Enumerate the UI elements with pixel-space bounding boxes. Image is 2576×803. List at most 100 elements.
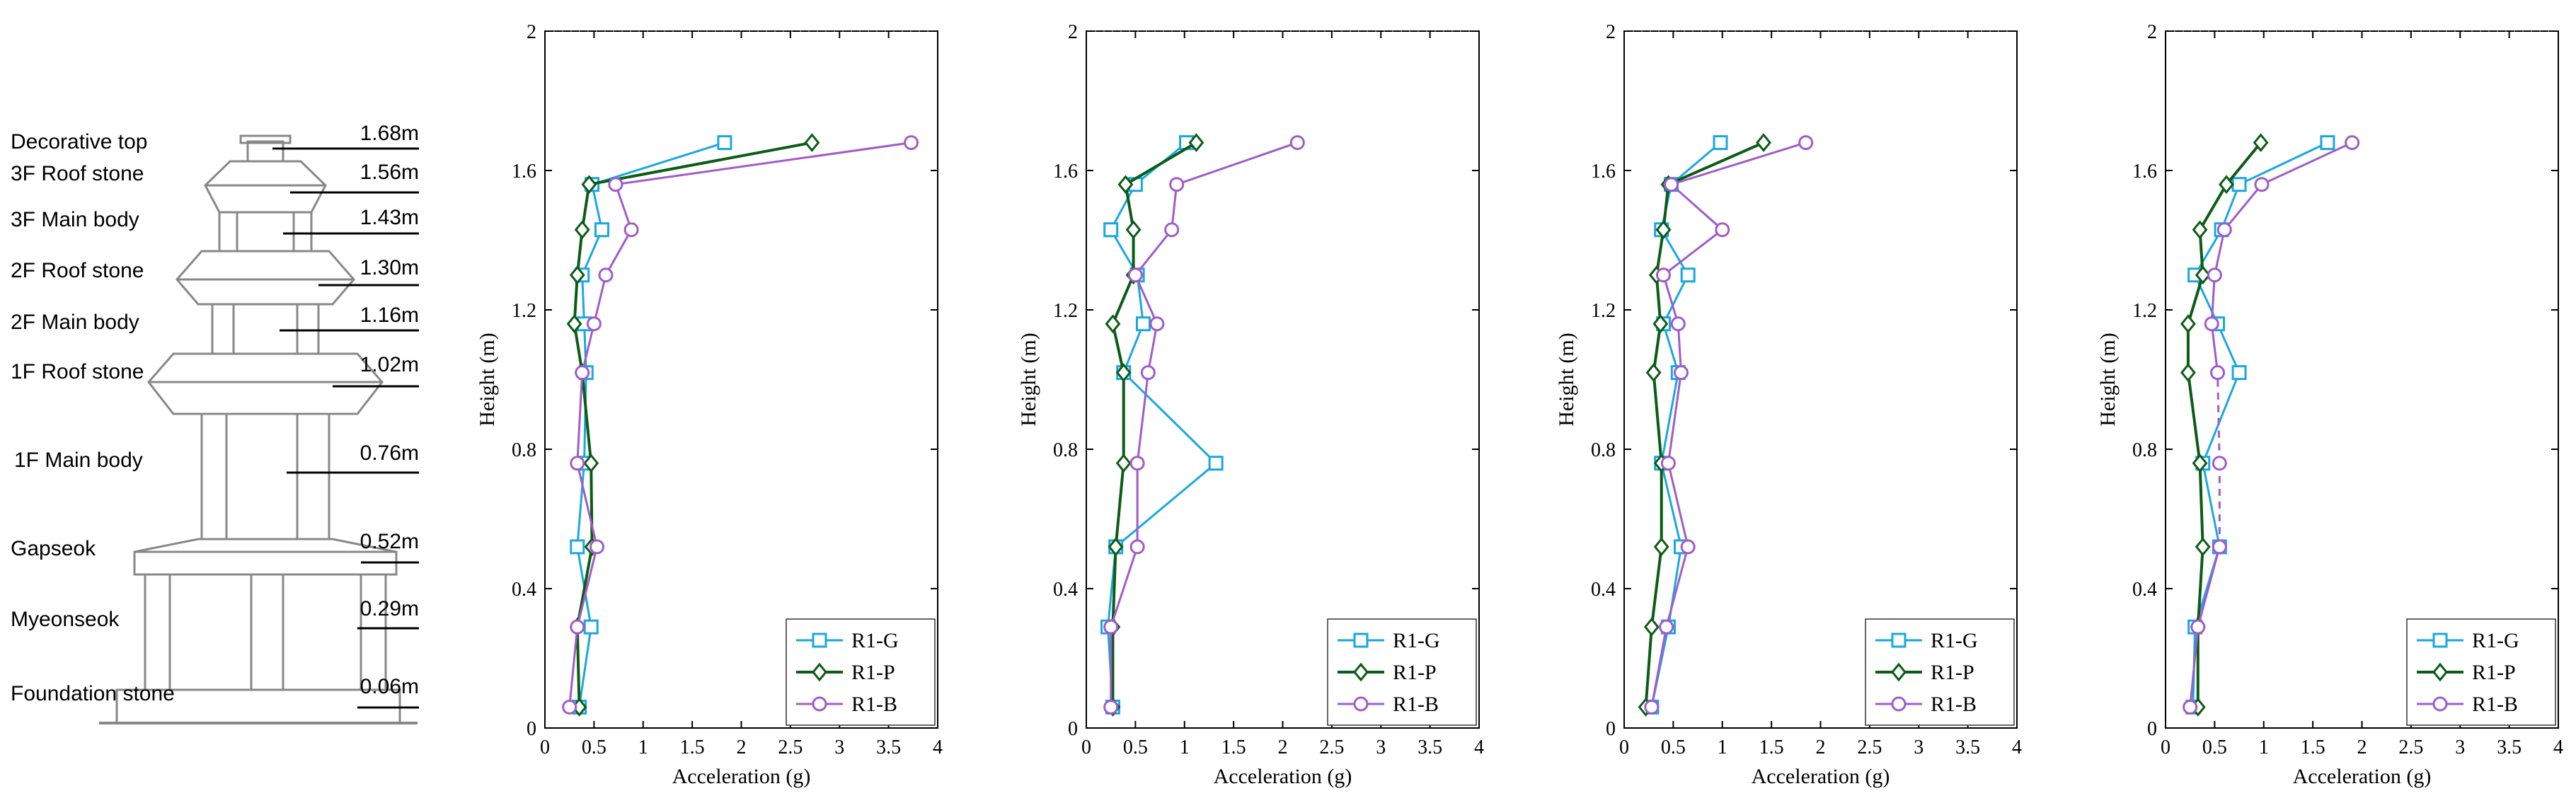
data-point (2253, 133, 2269, 152)
tower-component-label: Foundation stone (11, 682, 175, 705)
x-tick-label: 1 (1180, 736, 1190, 758)
legend-label: R1-B (1931, 693, 1977, 716)
data-point (1660, 456, 1676, 471)
gapseok-top-shape (134, 538, 397, 553)
series-line (1110, 141, 1298, 707)
legend: R1-G R1-P R1-B (786, 618, 936, 726)
data-point (2254, 177, 2270, 192)
legend: R1-G R1-P R1-B (2406, 618, 2556, 726)
y-tick-label: 1.6 (512, 161, 536, 183)
x-tick-label: 2 (2357, 736, 2367, 758)
1f-roof-stone-shape (147, 352, 384, 415)
x-tick-label: 2.5 (1857, 736, 1882, 758)
tower-component-label: 1F Main body (14, 449, 143, 472)
x-tick-label: 1 (1718, 736, 1727, 758)
data-point (1115, 454, 1132, 473)
tower-component-label: 1F Roof stone (11, 360, 144, 383)
y-axis-title: Height (m) (1017, 333, 1040, 426)
data-point (1108, 537, 1124, 557)
y-axis-title: Height (m) (476, 333, 499, 426)
legend: R1-G R1-P R1-B (1865, 618, 2015, 726)
data-point (1140, 365, 1156, 381)
y-tick-label: 0.8 (1053, 439, 1078, 461)
gapseok-shape (133, 550, 398, 576)
y-tick-label: 0.4 (512, 579, 536, 601)
x-axis-title: Acceleration (g) (1214, 765, 1352, 788)
x-tick-label: 1 (638, 736, 648, 758)
series-r1-p (1638, 133, 1771, 717)
data-point (1117, 175, 1134, 195)
x-tick-label: 2 (1816, 736, 1826, 758)
series-line-segment (2197, 546, 2221, 628)
legend-marker (812, 662, 827, 682)
x-tick-label: 2 (1278, 736, 1288, 758)
legend-marker (812, 696, 827, 712)
legend-label: R1-G (2472, 629, 2519, 652)
height-value-label: 1.68m (360, 122, 419, 145)
data-point (1652, 314, 1669, 334)
x-tick-label: 4 (1474, 736, 1484, 758)
data-point (2195, 537, 2211, 557)
x-tick-label: 2 (737, 736, 747, 758)
series-line-segment (2189, 627, 2200, 707)
x-tick-label: 0.5 (1661, 736, 1686, 758)
x-tick-label: 3.5 (1418, 736, 1442, 758)
height-value-label: 0.29m (360, 597, 419, 620)
legend-marker (812, 632, 827, 648)
2f-main-body-shape (211, 303, 320, 355)
x-tick-label: 3 (1914, 736, 1924, 758)
series-r1-b (2183, 135, 2360, 715)
data-point (2192, 454, 2208, 473)
data-point (2190, 619, 2206, 635)
data-point (574, 220, 590, 240)
data-point (586, 316, 602, 332)
tower-component-label: Myeonseok (11, 608, 120, 631)
data-point (2204, 316, 2219, 332)
data-point (2212, 456, 2227, 471)
y-tick-label: 1.2 (512, 300, 536, 322)
y-tick-label: 0 (2147, 718, 2157, 740)
data-point (1129, 539, 1145, 555)
height-value-label: 1.56m (360, 161, 419, 184)
legend-label: R1-P (851, 661, 895, 684)
data-point (1103, 222, 1119, 238)
decorative-top-cap (239, 134, 292, 144)
x-axis-title: Acceleration (g) (2293, 765, 2432, 788)
series-line-segment (2210, 275, 2216, 324)
data-point (1643, 617, 1660, 637)
chart-panel: 0 0.5 1 1.5 2 2.5 3 3.5 4 0 0.4 0.8 1.2 1.6 2 Accelerat… (1017, 21, 1484, 788)
y-tick-label: 1.6 (2132, 161, 2157, 183)
legend-label: R1-G (851, 629, 899, 652)
height-value-label: 0.06m (360, 675, 419, 698)
data-point (1798, 135, 1814, 151)
chart-panel: 0 0.5 1 1.5 2 2.5 3 3.5 4 0 0.4 0.8 1.2 1.6 2 Accelerat… (1555, 21, 2022, 788)
series-r1-b (562, 135, 919, 715)
x-tick-label: 0.5 (1123, 736, 1148, 758)
height-value-label: 1.16m (360, 304, 419, 327)
series-r1-g (570, 135, 732, 715)
tower-component-label: 3F Roof stone (11, 162, 144, 185)
legend-label: R1-B (851, 693, 897, 716)
data-point (2183, 699, 2198, 715)
data-point (570, 456, 585, 471)
x-tick-label: 0 (540, 736, 550, 758)
data-point (1645, 363, 1662, 383)
series-line-segment (2216, 372, 2221, 463)
data-point (1715, 222, 1730, 238)
legend-marker (1891, 662, 1907, 682)
y-tick-label: 0 (527, 718, 536, 740)
series-line-segment (2261, 141, 2353, 186)
series-r1-p (2180, 133, 2269, 717)
data-point (1673, 365, 1689, 381)
data-point (2180, 314, 2196, 334)
data-point (581, 175, 597, 195)
series-line (1107, 141, 1218, 707)
series-line (2192, 141, 2328, 707)
legend-label: R1-P (1393, 661, 1437, 684)
y-tick-label: 2 (1068, 21, 1078, 43)
series-line-segment (2213, 229, 2226, 276)
y-tick-label: 0.8 (512, 439, 536, 461)
height-value-label: 1.43m (360, 206, 419, 229)
y-tick-label: 0.4 (1591, 579, 1616, 601)
data-point (569, 265, 585, 285)
